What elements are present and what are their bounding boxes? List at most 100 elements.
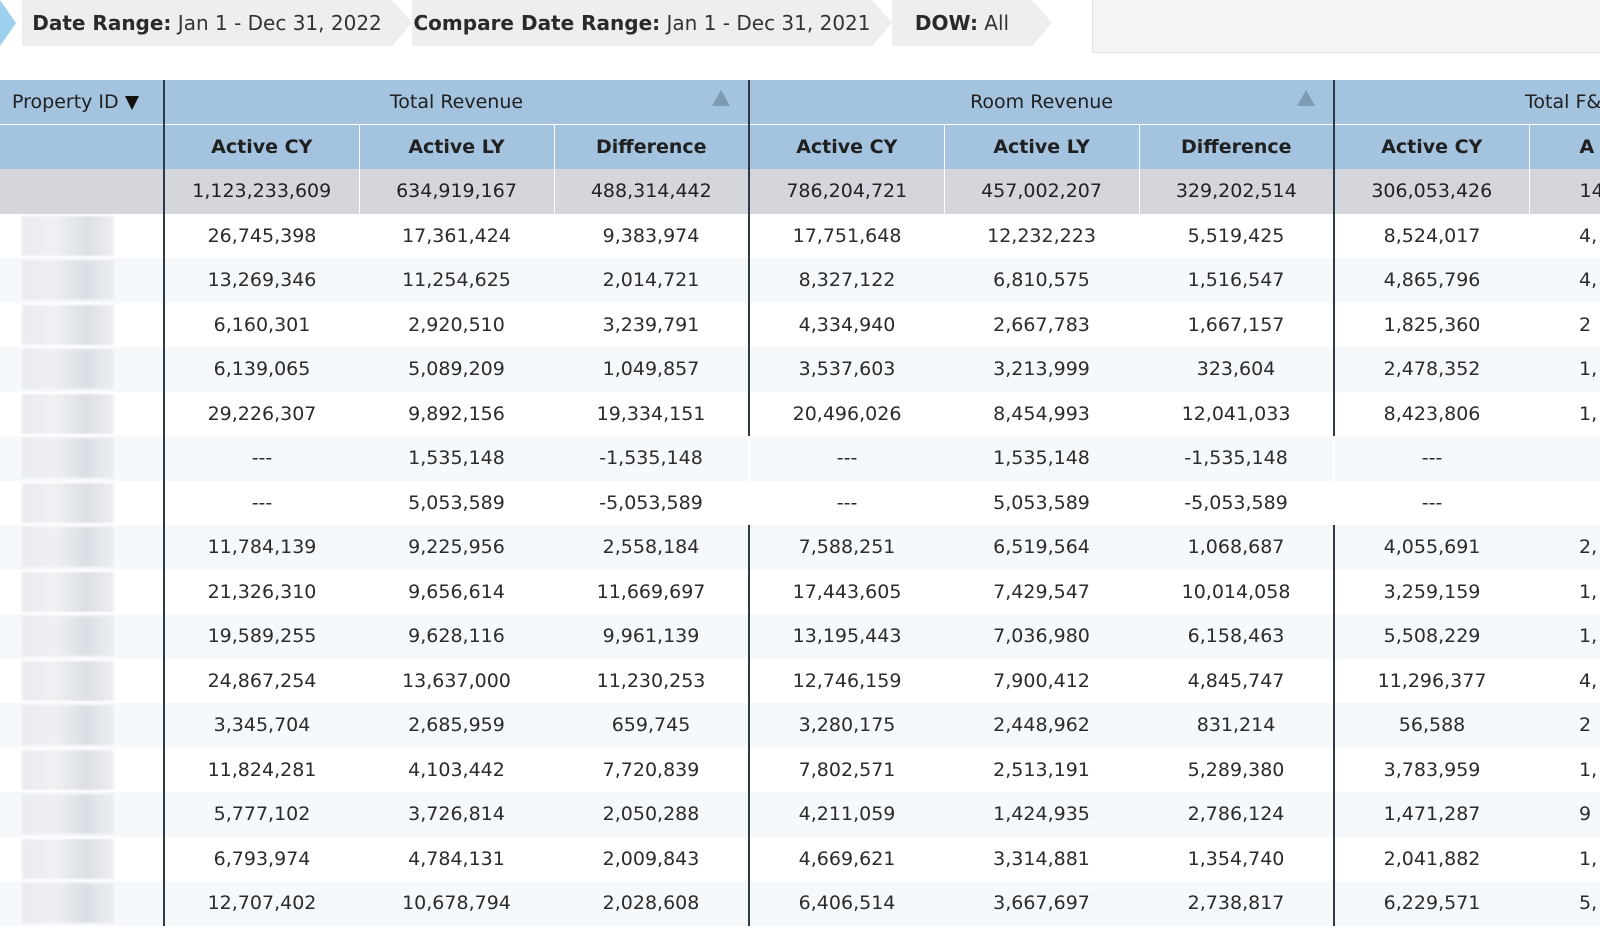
table-row[interactable]: --- 5,053,589 -5,053,589 --- 5,053,589 -5,053… [0,480,1600,525]
col-header-room-active-ly[interactable]: Active LY [944,124,1140,169]
property-id-cell[interactable] [0,792,165,837]
redacted-property-id [22,749,114,790]
property-id-cell[interactable] [0,525,165,570]
total-cell: 457,002,207 [944,169,1140,214]
property-id-cell[interactable] [0,302,165,347]
property-id-cell[interactable] [0,480,165,525]
collapse-arrow-icon[interactable] [712,90,731,106]
table-cell: 5,289,380 [1139,747,1336,792]
dow-filter[interactable]: DOW: All [892,0,1052,46]
property-id-cell[interactable] [0,881,165,926]
table-cell: 3,213,999 [944,347,1140,392]
total-cell: 1,123,233,609 [164,169,360,214]
table-cell: -5,053,589 [1139,480,1335,525]
table-cell: 8,454,993 [944,391,1140,436]
table-row[interactable]: 5,777,102 3,726,814 2,050,288 4,211,059 1,42… [0,792,1600,837]
table-cell: 4,865,796 [1334,258,1530,303]
property-id-cell[interactable] [0,436,165,481]
property-id-cell[interactable] [0,391,165,436]
property-id-cell[interactable] [0,347,165,392]
col-header-total-difference[interactable]: Difference [554,124,751,169]
total-revenue-group-header[interactable]: Total Revenue [164,80,751,125]
table-cell: 5,519,425 [1139,213,1336,258]
col-header-room-active-cy[interactable]: Active CY [749,124,945,169]
table-cell: 5,777,102 [164,792,359,837]
table-cell: 4,103,442 [359,747,554,792]
redacted-property-id [22,616,114,656]
property-id-cell[interactable] [0,258,165,303]
table-cell: 4,211,059 [749,792,945,837]
col-header-fb-active-ly[interactable]: A [1529,124,1600,169]
table-cell: 9,961,139 [554,614,751,659]
table-cell: 3,537,603 [749,347,945,392]
compare-date-range-filter[interactable]: Compare Date Range: Jan 1 - Dec 31, 2021 [412,0,892,46]
table-cell: 2,738,817 [1139,881,1336,926]
total-fb-group-header[interactable]: Total F& [1334,80,1600,125]
col-header-total-active-ly[interactable]: Active LY [359,124,555,169]
table-row[interactable]: 21,326,310 9,656,614 11,669,697 17,443,605 7… [0,569,1600,614]
property-id-cell[interactable] [0,658,165,703]
table-cell: 1,535,148 [944,436,1140,481]
table-row[interactable]: 19,589,255 9,628,116 9,961,139 13,195,443 7,… [0,614,1600,659]
table-row[interactable]: 6,139,065 5,089,209 1,049,857 3,537,603 3,21… [0,347,1600,392]
table-row[interactable]: 29,226,307 9,892,156 19,334,151 20,496,026 8… [0,391,1600,436]
date-range-filter[interactable]: Date Range: Jan 1 - Dec 31, 2022 [22,0,412,46]
table-row[interactable]: 13,269,346 11,254,625 2,014,721 8,327,122 6,… [0,258,1600,303]
table-row[interactable]: 11,824,281 4,103,442 7,720,839 7,802,571 2,5… [0,747,1600,792]
table-row[interactable]: 26,745,398 17,361,424 9,383,974 17,751,648 1… [0,213,1600,258]
property-id-cell[interactable] [0,569,165,614]
table-cell [1529,436,1600,481]
table-cell: 9,628,116 [359,614,554,659]
table-cell: 3,239,791 [554,302,751,347]
property-id-cell[interactable] [0,703,165,748]
table-cell: 2,667,783 [944,302,1140,347]
table-cell: 10,678,794 [359,881,554,926]
table-cell: 1, [1529,747,1600,792]
table-cell: 4,845,747 [1139,658,1336,703]
table-row[interactable]: 6,160,301 2,920,510 3,239,791 4,334,940 2,66… [0,302,1600,347]
table-cell: 7,900,412 [944,658,1140,703]
table-cell: 9,892,156 [359,391,554,436]
table-cell: 13,195,443 [749,614,945,659]
table-cell: 3,667,697 [944,881,1140,926]
redacted-property-id [22,883,114,923]
table-cell: 12,232,223 [944,213,1140,258]
property-id-cell[interactable] [0,614,165,659]
table-row[interactable]: 3,345,704 2,685,959 659,745 3,280,175 2,448,… [0,703,1600,748]
filter-bar-arrow [0,0,16,46]
table-cell: 2,685,959 [359,703,554,748]
table-cell: 5,053,589 [359,480,554,525]
table-cell: 1, [1529,614,1600,659]
table-cell: 1,424,935 [944,792,1140,837]
col-header-total-active-cy[interactable]: Active CY [164,124,360,169]
property-id-cell[interactable] [0,747,165,792]
table-cell: 6,793,974 [164,836,359,881]
total-cell: 147 [1529,169,1600,214]
table-row[interactable]: 24,867,254 13,637,000 11,230,253 12,746,159… [0,658,1600,703]
table-cell: 4, [1529,213,1600,258]
table-cell: 7,036,980 [944,614,1140,659]
collapse-arrow-icon[interactable] [1297,90,1316,106]
table-row[interactable]: --- 1,535,148 -1,535,148 --- 1,535,148 -1,535… [0,436,1600,481]
table-cell: 1, [1529,391,1600,436]
table-cell: 3,280,175 [749,703,945,748]
table-cell: 8,327,122 [749,258,945,303]
col-header-fb-active-cy[interactable]: Active CY [1334,124,1530,169]
sort-descending-icon[interactable] [124,95,139,110]
col-header-room-difference[interactable]: Difference [1139,124,1336,169]
total-cell: 329,202,514 [1139,169,1336,214]
table-row[interactable]: 11,784,139 9,225,956 2,558,184 7,588,251 6,5… [0,525,1600,570]
property-id-cell[interactable] [0,836,165,881]
table-cell: 5,089,209 [359,347,554,392]
table-cell: 2,009,843 [554,836,751,881]
property-id-header[interactable]: Property ID [0,80,165,125]
table-cell: 7,588,251 [749,525,945,570]
table-cell: 7,802,571 [749,747,945,792]
room-revenue-group-header[interactable]: Room Revenue [749,80,1336,125]
table-row[interactable]: 12,707,402 10,678,794 2,028,608 6,406,514 3,… [0,881,1600,926]
table-cell: 10,014,058 [1139,569,1336,614]
table-cell: 9 [1529,792,1600,837]
table-cell: 8,524,017 [1334,213,1530,258]
table-row[interactable]: 6,793,974 4,784,131 2,009,843 4,669,621 3,31… [0,836,1600,881]
property-id-cell[interactable] [0,213,165,258]
